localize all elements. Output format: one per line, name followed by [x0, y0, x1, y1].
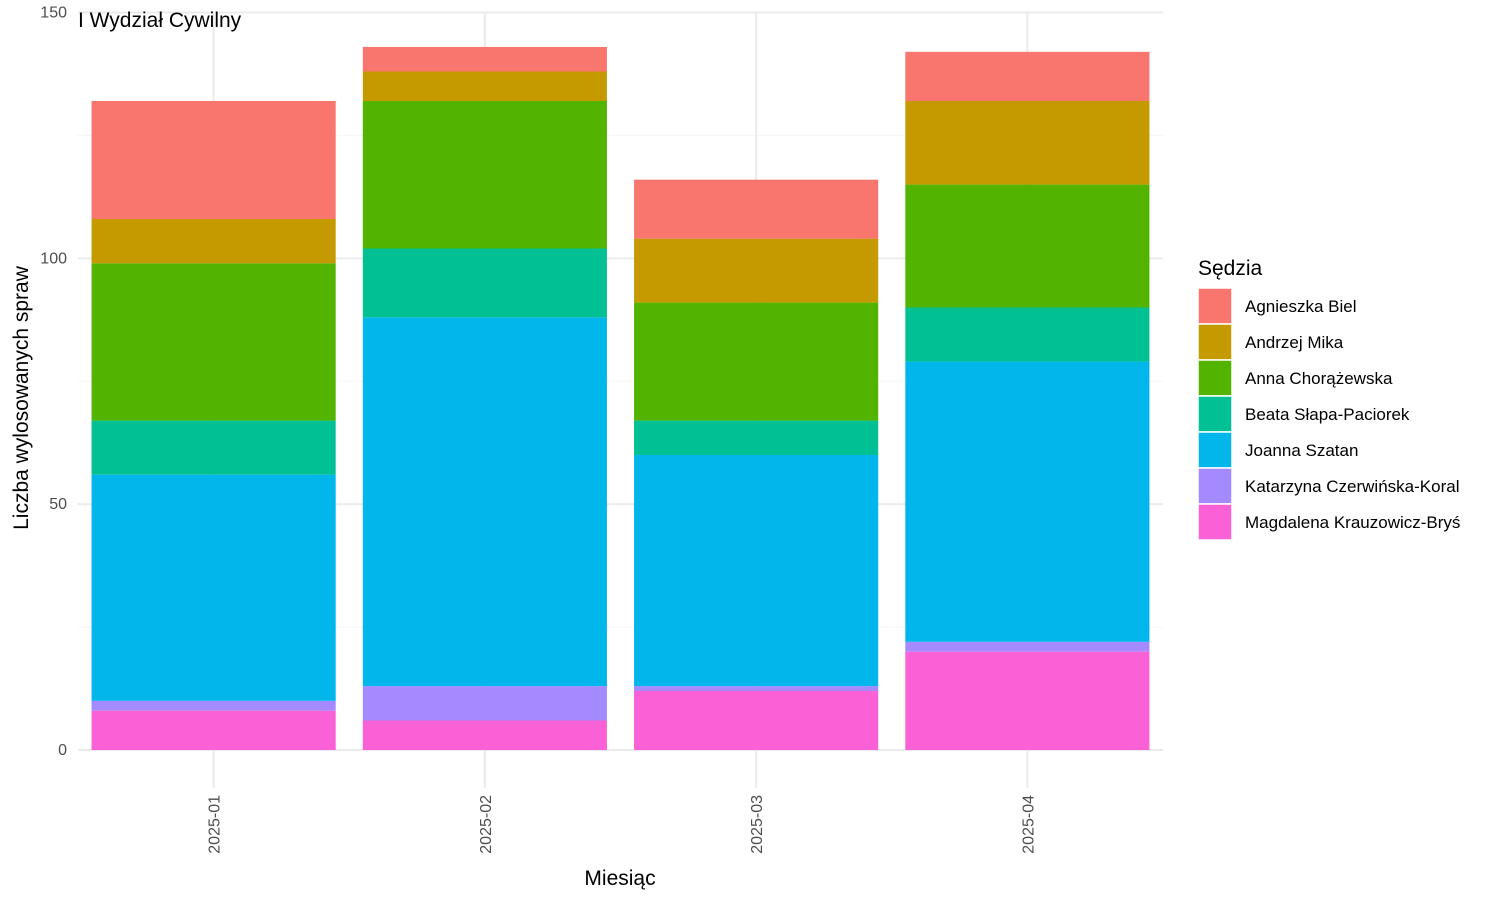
bar-segment	[91, 710, 336, 750]
legend-label: Joanna Szatan	[1245, 441, 1358, 460]
bar-segment	[362, 720, 607, 750]
bar-segment	[91, 219, 336, 264]
legend-label: Andrzej Mika	[1245, 333, 1344, 352]
legend-key	[1197, 287, 1233, 325]
legend-key	[1197, 431, 1233, 469]
bar-segment	[905, 307, 1150, 362]
bar-segment	[91, 263, 336, 421]
bar-segment	[91, 420, 336, 475]
legend-label: Beata Słapa-Paciorek	[1245, 405, 1410, 424]
bar-segment	[91, 474, 336, 701]
bar-segment	[91, 700, 336, 711]
legend-key	[1197, 395, 1233, 433]
bars	[91, 46, 1150, 750]
bar-segment	[634, 179, 879, 239]
legend-items: Agnieszka Biel Andrzej Mika Anna Chorążews…	[1197, 287, 1460, 541]
chart-title: I Wydział Cywilny	[78, 9, 242, 32]
bar-segment	[905, 651, 1150, 750]
legend-key	[1197, 467, 1233, 505]
legend-label: Magdalena Krauzowicz-Bryś	[1245, 513, 1460, 532]
bar-segment	[362, 317, 607, 687]
x-tick-label: 2025-02	[478, 795, 495, 854]
bar-segment	[634, 455, 879, 687]
legend-key	[1197, 323, 1233, 361]
x-tick-label: 2025-01	[207, 795, 224, 854]
bar-segment	[91, 101, 336, 219]
x-tick-label: 2025-04	[1020, 795, 1037, 854]
legend: Sędzia Agnieszka Biel Andrzej Mika Anna Ch…	[1197, 257, 1460, 541]
bar-segment	[905, 51, 1150, 101]
bar-segment	[634, 691, 879, 750]
y-axis-ticks: 0 50 100 150	[40, 5, 67, 760]
bar-segment	[905, 101, 1150, 185]
legend-key	[1197, 503, 1233, 541]
x-axis-ticks: 2025-01 2025-02 2025-03 2025-04	[207, 795, 1038, 854]
bar-segment	[634, 302, 879, 421]
bar-segment	[905, 184, 1150, 308]
x-axis-title: Miesiąc	[584, 867, 655, 890]
bar-segment	[634, 420, 879, 455]
bar-segment	[905, 361, 1150, 642]
bar-segment	[362, 71, 607, 101]
legend-label: Anna Chorążewska	[1245, 369, 1393, 388]
legend-label: Katarzyna Czerwińska-Koral	[1245, 477, 1459, 496]
legend-label: Agnieszka Biel	[1245, 297, 1357, 316]
bar-segment	[362, 46, 607, 72]
bar-segment	[905, 641, 1150, 652]
y-axis-title: Liczba wylosowanych spraw	[10, 265, 33, 530]
y-tick-label: 0	[58, 742, 67, 759]
bar-segment	[362, 101, 607, 249]
bar-segment	[634, 686, 879, 691]
y-tick-label: 100	[40, 250, 67, 267]
y-tick-label: 150	[40, 5, 67, 22]
legend-key	[1197, 359, 1233, 397]
y-tick-label: 50	[49, 496, 67, 513]
x-tick-label: 2025-03	[749, 795, 766, 854]
bar-segment	[634, 238, 879, 303]
legend-title: Sędzia	[1198, 257, 1263, 280]
bar-segment	[362, 686, 607, 721]
bar-segment	[362, 248, 607, 318]
